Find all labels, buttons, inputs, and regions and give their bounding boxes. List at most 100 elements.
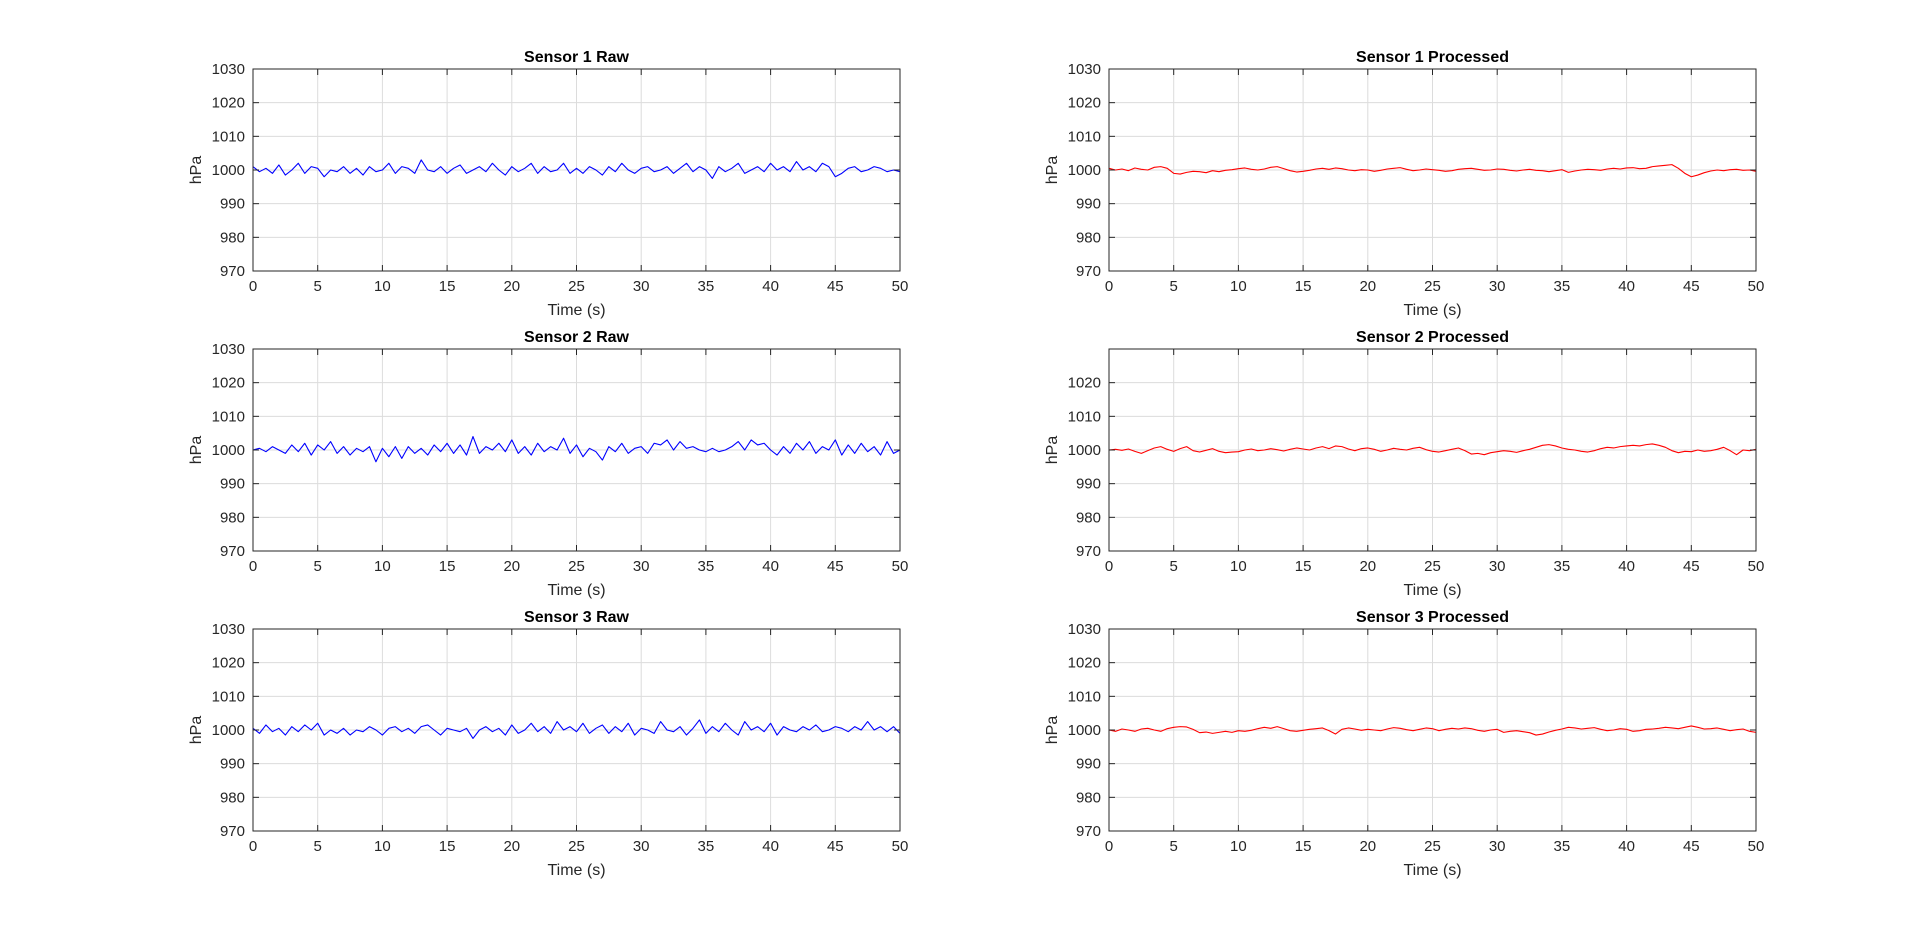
- y-tick-label: 1000: [212, 162, 245, 179]
- y-tick-label: 990: [1076, 476, 1101, 493]
- x-tick-label: 30: [633, 278, 650, 295]
- x-tick-label: 30: [1489, 838, 1506, 855]
- x-tick-label: 0: [249, 278, 257, 295]
- y-tick-label: 980: [220, 789, 245, 806]
- y-axis-label: hPa: [188, 156, 205, 185]
- x-tick-label: 45: [1683, 278, 1700, 295]
- series-line-1: [1108, 164, 1757, 178]
- y-axis-label: hPa: [188, 436, 205, 465]
- y-tick-label: 990: [220, 196, 245, 213]
- x-tick-label: 5: [1170, 558, 1178, 575]
- x-tick-label: 20: [503, 558, 520, 575]
- y-tick-label: 980: [220, 229, 245, 246]
- subplot-6: 0 5 10 15 20 25 30 35 40 45 50 970 980 990 1000 1010 102…: [1044, 609, 1764, 879]
- x-tick-label: 40: [1618, 278, 1635, 295]
- x-axis-label: Time (s): [547, 862, 605, 879]
- x-tick-label: 20: [503, 838, 520, 855]
- x-tick-label: 35: [1554, 838, 1571, 855]
- y-tick-label: 970: [220, 543, 245, 560]
- x-tick-label: 25: [1424, 838, 1441, 855]
- y-tick-label: 1020: [1068, 655, 1101, 672]
- x-axis-label: Time (s): [1403, 582, 1461, 599]
- y-tick-label: 1020: [212, 375, 245, 392]
- x-tick-label: 40: [762, 838, 779, 855]
- x-tick-label: 50: [1748, 278, 1765, 295]
- y-tick-label: 1030: [1068, 61, 1101, 78]
- x-tick-label: 30: [1489, 558, 1506, 575]
- y-tick-label: 1030: [212, 621, 245, 638]
- y-axis-label: hPa: [1044, 716, 1061, 745]
- x-tick-label: 0: [249, 558, 257, 575]
- subplot-5: 0 5 10 15 20 25 30 35 40 45 50 970 980 990 1000 1010 102…: [188, 609, 908, 879]
- x-axis-label: Time (s): [547, 302, 605, 319]
- x-tick-label: 25: [568, 838, 585, 855]
- x-tick-label: 40: [1618, 838, 1635, 855]
- x-tick-label: 30: [633, 838, 650, 855]
- x-tick-label: 15: [439, 278, 456, 295]
- x-tick-label: 35: [1554, 278, 1571, 295]
- y-tick-label: 990: [220, 476, 245, 493]
- x-tick-label: 40: [762, 278, 779, 295]
- y-tick-label: 1030: [212, 341, 245, 358]
- series-line-1: [252, 435, 901, 463]
- x-tick-label: 45: [827, 558, 844, 575]
- y-tick-label: 970: [1076, 823, 1101, 840]
- y-tick-label: 980: [220, 509, 245, 526]
- x-tick-label: 20: [503, 278, 520, 295]
- x-tick-label: 50: [892, 558, 909, 575]
- chart-title: Sensor 2 Processed: [1356, 329, 1509, 346]
- x-tick-label: 10: [1230, 278, 1247, 295]
- y-axis-label: hPa: [1044, 156, 1061, 185]
- x-tick-label: 5: [1170, 278, 1178, 295]
- x-tick-label: 5: [314, 558, 322, 575]
- x-tick-label: 35: [1554, 558, 1571, 575]
- y-tick-label: 990: [220, 756, 245, 773]
- chart-title: Sensor 3 Raw: [524, 609, 629, 626]
- y-tick-label: 980: [1076, 229, 1101, 246]
- y-tick-label: 1020: [1068, 95, 1101, 112]
- x-tick-label: 0: [1105, 838, 1113, 855]
- x-tick-label: 50: [1748, 838, 1765, 855]
- y-tick-label: 1000: [1068, 162, 1101, 179]
- x-tick-label: 45: [827, 278, 844, 295]
- y-tick-label: 1020: [1068, 375, 1101, 392]
- x-tick-label: 15: [439, 838, 456, 855]
- x-tick-label: 40: [1618, 558, 1635, 575]
- chart-title: Sensor 3 Processed: [1356, 609, 1509, 626]
- x-tick-label: 35: [698, 558, 715, 575]
- x-tick-label: 30: [1489, 278, 1506, 295]
- y-tick-label: 990: [1076, 756, 1101, 773]
- y-tick-label: 970: [1076, 263, 1101, 280]
- x-tick-label: 15: [1295, 278, 1312, 295]
- chart-title: Sensor 1 Raw: [524, 49, 629, 66]
- y-tick-label: 970: [1076, 543, 1101, 560]
- x-tick-label: 10: [1230, 558, 1247, 575]
- series-line-1: [252, 159, 901, 179]
- y-tick-label: 1030: [1068, 621, 1101, 638]
- y-tick-label: 980: [1076, 509, 1101, 526]
- y-tick-label: 1010: [1068, 688, 1101, 705]
- x-tick-label: 25: [1424, 558, 1441, 575]
- x-tick-label: 45: [827, 838, 844, 855]
- y-tick-label: 1000: [1068, 722, 1101, 739]
- subplot-2: 0 5 10 15 20 25 30 35 40 45 50 970 980 990 1000 1010 102…: [1044, 49, 1764, 319]
- x-tick-label: 15: [1295, 838, 1312, 855]
- x-tick-label: 0: [1105, 278, 1113, 295]
- y-tick-label: 1010: [1068, 408, 1101, 425]
- x-axis-label: Time (s): [1403, 862, 1461, 879]
- x-tick-label: 10: [1230, 838, 1247, 855]
- series-line-1: [252, 719, 901, 739]
- y-tick-label: 1010: [212, 128, 245, 145]
- y-tick-label: 1010: [212, 408, 245, 425]
- x-tick-label: 5: [314, 278, 322, 295]
- x-tick-label: 15: [1295, 558, 1312, 575]
- x-tick-label: 25: [568, 558, 585, 575]
- subplot-3: 0 5 10 15 20 25 30 35 40 45 50 970 980 990 1000 1010 102…: [188, 329, 908, 599]
- x-tick-label: 45: [1683, 558, 1700, 575]
- x-tick-label: 50: [892, 278, 909, 295]
- x-tick-label: 50: [1748, 558, 1765, 575]
- y-tick-label: 980: [1076, 789, 1101, 806]
- x-tick-label: 35: [698, 278, 715, 295]
- y-tick-label: 1010: [212, 688, 245, 705]
- x-axis-label: Time (s): [1403, 302, 1461, 319]
